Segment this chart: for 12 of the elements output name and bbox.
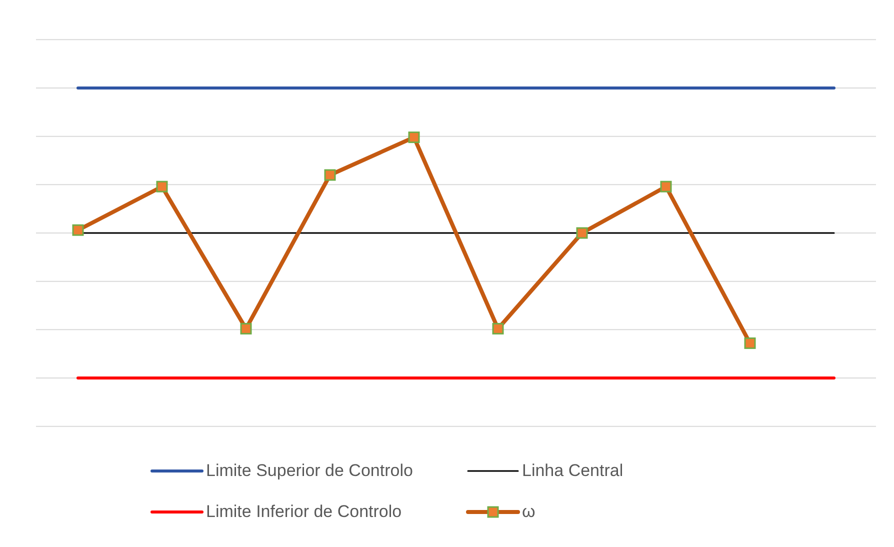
legend-label: Limite Superior de Controlo	[206, 461, 413, 480]
point	[72, 224, 84, 236]
legend-label: ω	[522, 502, 536, 521]
point	[156, 180, 168, 192]
point	[744, 337, 756, 349]
point	[240, 322, 252, 334]
legend-label: Limite Inferior de Controlo	[206, 502, 402, 521]
point	[408, 132, 420, 144]
point	[660, 180, 672, 192]
legend-label: Linha Central	[522, 461, 624, 480]
point	[324, 169, 336, 181]
point	[492, 322, 504, 334]
